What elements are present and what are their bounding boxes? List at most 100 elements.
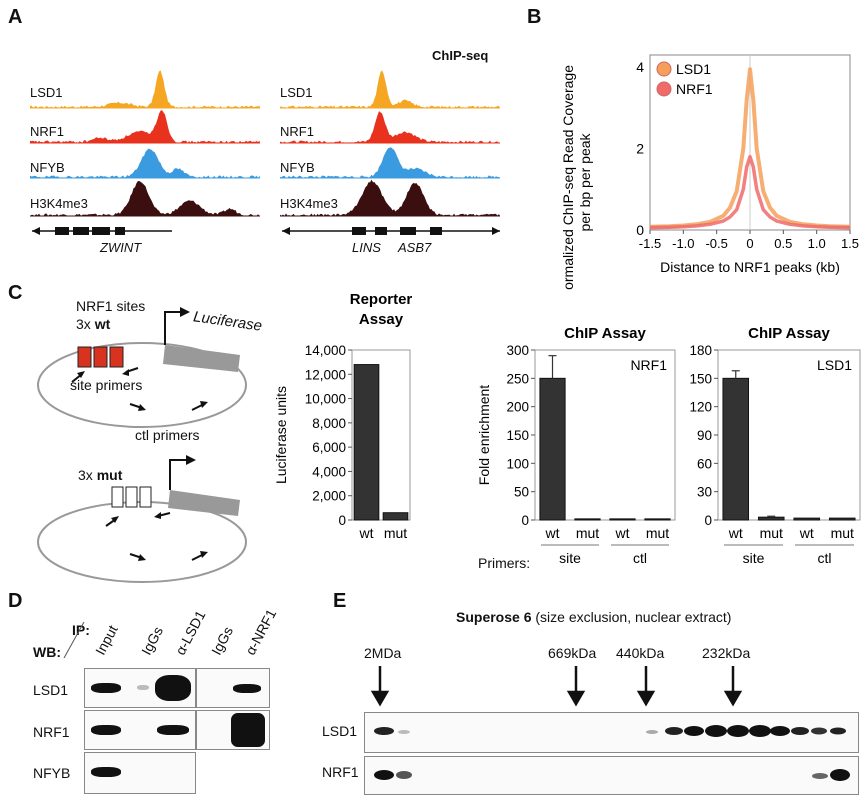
gene-label-lins: LINS	[352, 240, 381, 255]
series-line-nrf1	[649, 154, 851, 230]
signal-track-right	[280, 70, 500, 108]
track-label-lsd1-left: LSD1	[30, 85, 63, 100]
profile-chart: -1.5 -1.0 -0.5 0 0.5 1.0 1.5 0 2 4 LSD1 NRF1 Distanc…	[560, 54, 859, 290]
marker-arrows	[370, 666, 743, 707]
track-label-nrf1-left: NRF1	[30, 124, 64, 139]
legend-label: NRF1	[676, 81, 713, 97]
bar-mut	[574, 518, 601, 521]
legend-marker	[656, 61, 672, 77]
reporter-assay-chart: 0 2,000 4,000 6,000 8,000 10,000 12,000 14,000 w…	[273, 291, 413, 541]
exon	[55, 227, 69, 235]
bar-wt	[722, 377, 750, 521]
marker-232kda: 232kDa	[702, 645, 751, 661]
group-label: ctl	[818, 550, 832, 566]
y-tick-label: 200	[506, 400, 529, 415]
arrow-down-icon	[636, 690, 656, 707]
blot-nfyb	[84, 752, 196, 794]
category-label: wt	[359, 525, 374, 541]
track-label-nfyb-left: NFYB	[30, 160, 65, 175]
panel-letter-b: B	[527, 6, 542, 28]
panel-letter-e: E	[333, 590, 347, 612]
category-label: mut	[646, 525, 669, 541]
y-tick-label: 14,000	[305, 343, 346, 358]
signal-track-right	[280, 147, 500, 178]
ip-wb-divider	[63, 621, 85, 659]
category-label: wt	[545, 525, 560, 541]
lane-label-iggs-1: IgGs	[138, 623, 167, 658]
category-label: wt	[615, 525, 630, 541]
series-line-lsd1	[649, 67, 851, 229]
wt-label: 3x wt	[76, 316, 111, 332]
x-tick-label: 0	[746, 236, 753, 251]
y-tick-label: 4,000	[312, 464, 346, 479]
track-label-h3k4me3-right: H3K4me3	[280, 196, 338, 211]
x-tick-label: 1.5	[841, 236, 859, 251]
chart-title: ChIP Assay	[564, 325, 646, 342]
y-axis-label: Fold enrichment	[476, 385, 492, 485]
y-axis-label-line: per bp per peak	[577, 132, 593, 231]
signal-track-right	[280, 179, 500, 216]
arrow-down-icon	[566, 690, 586, 707]
chart-inset-label: LSD1	[817, 357, 852, 373]
marker-669kda: 669kDa	[548, 645, 597, 661]
category-label: wt	[728, 525, 743, 541]
y-tick-label: 300	[506, 343, 529, 358]
y-tick-label: 0	[704, 513, 712, 528]
track-label-nfyb-right: NFYB	[280, 160, 315, 175]
bar-mut	[382, 512, 409, 521]
category-label: mut	[384, 525, 407, 541]
chipseq-header: ChIP-seq	[432, 48, 489, 63]
arrow-down-icon	[723, 690, 743, 707]
chart-title: Assay	[359, 311, 404, 328]
exon	[73, 227, 89, 235]
group-label: site	[743, 550, 765, 566]
bar-wt	[609, 518, 636, 521]
signal-track-left	[30, 70, 260, 108]
y-tick-label: 60	[697, 456, 712, 471]
signal-track-left	[30, 110, 260, 143]
wb-row-label-nfyb: NFYB	[33, 765, 71, 781]
signal-track-left	[30, 181, 260, 216]
track-label-h3k4me3-left: H3K4me3	[30, 196, 88, 211]
superose-title: Superose 6 (size exclusion, nuclear extr…	[456, 609, 732, 625]
gene-label-zwint: ZWINT	[100, 240, 142, 255]
x-tick-label: 0.5	[774, 236, 792, 251]
x-tick-label: -1.5	[639, 236, 661, 251]
bar-mut	[644, 518, 671, 521]
wb-label: WB:	[33, 644, 61, 660]
y-tick-label: 30	[697, 485, 712, 500]
superose-blots	[364, 712, 859, 795]
y-tick-label: 50	[514, 485, 529, 500]
legend-label: LSD1	[676, 61, 711, 77]
y-tick-label: 150	[689, 371, 712, 386]
blot-lsd1-a	[84, 668, 196, 708]
y-tick-label: 2,000	[312, 489, 346, 504]
blot-nrf1-b	[196, 710, 270, 750]
ctl-primers-label: ctl primers	[135, 427, 200, 443]
x-axis-label: Distance to NRF1 peaks (kb)	[660, 259, 840, 275]
signal-track-left	[30, 148, 260, 178]
primers-label: Primers:	[478, 555, 531, 571]
marker-2mda: 2MDa	[364, 645, 402, 661]
panel-letter-c: C	[8, 282, 23, 304]
marker-440kda: 440kDa	[616, 645, 665, 661]
y-tick-label: 0	[636, 222, 644, 238]
arrow-left-icon	[32, 227, 40, 235]
arrow-down-icon	[370, 690, 390, 707]
y-tick-label: 250	[506, 371, 529, 386]
chart-inset-label: NRF1	[630, 357, 667, 373]
superose-row-label-lsd1: LSD1	[322, 723, 358, 739]
track-label-nrf1-right: NRF1	[280, 124, 314, 139]
bar-wt	[539, 377, 566, 521]
site-primers-label: site primers	[70, 377, 143, 393]
bar-mut	[828, 517, 856, 521]
chart-title: Reporter	[350, 291, 413, 308]
y-tick-label: 150	[506, 428, 529, 443]
y-tick-label: 2	[636, 141, 644, 157]
y-tick-label: 90	[697, 428, 712, 443]
plot-frame	[351, 349, 411, 521]
x-tick-label: -1.0	[672, 236, 694, 251]
signal-track-right	[280, 111, 500, 143]
